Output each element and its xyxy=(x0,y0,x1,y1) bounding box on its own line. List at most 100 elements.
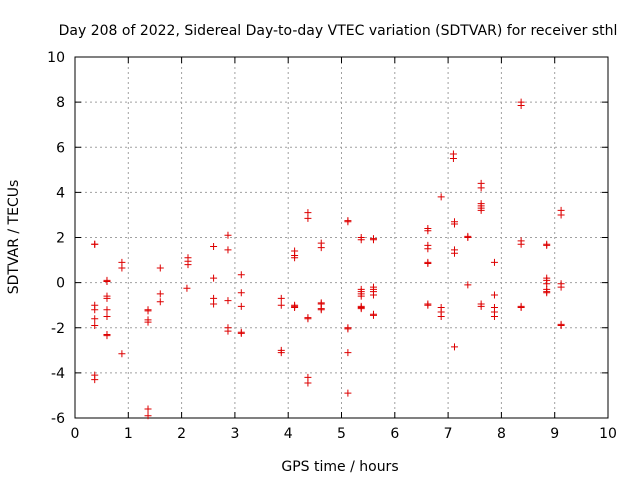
data-point-marker xyxy=(449,155,457,163)
data-point-marker xyxy=(291,254,299,262)
y-tick-label: 8 xyxy=(56,95,65,111)
x-tick-label: 0 xyxy=(71,426,80,442)
x-tick-label: 10 xyxy=(599,426,617,442)
data-point-marker xyxy=(357,292,365,300)
data-point-marker xyxy=(144,318,152,326)
data-point-marker xyxy=(237,271,245,279)
data-point-marker xyxy=(477,184,485,192)
data-point-marker xyxy=(183,284,191,292)
data-point-marker xyxy=(517,240,525,248)
y-tick-label: 2 xyxy=(56,231,65,247)
x-tick-label: 7 xyxy=(444,426,453,442)
data-point-marker xyxy=(543,241,551,249)
data-point-marker xyxy=(517,102,525,110)
data-point-marker xyxy=(557,283,565,291)
data-point-marker xyxy=(210,274,218,282)
y-axis-label: SDTVAR / TECUs xyxy=(6,180,22,295)
data-point-marker xyxy=(156,264,164,272)
x-tick-label: 8 xyxy=(497,426,506,442)
y-tick-label: -4 xyxy=(51,366,65,382)
data-point-marker xyxy=(118,350,126,358)
data-point-marker xyxy=(103,306,111,314)
data-point-marker xyxy=(369,311,377,319)
chart-title: Day 208 of 2022, Sidereal Day-to-day VTE… xyxy=(59,23,618,39)
data-point-marker xyxy=(103,332,111,340)
data-point-marker xyxy=(237,289,245,297)
data-point-marker xyxy=(557,321,565,329)
data-point-marker xyxy=(424,259,432,267)
y-tick-label: 6 xyxy=(56,140,65,156)
data-point-marker xyxy=(224,327,232,335)
data-point-marker xyxy=(118,264,126,272)
data-point-marker xyxy=(437,193,445,201)
data-points xyxy=(91,98,565,420)
data-point-marker xyxy=(184,254,192,262)
data-point-marker xyxy=(369,291,377,299)
y-tick-label: -6 xyxy=(51,411,65,427)
data-point-marker xyxy=(144,405,152,413)
data-point-marker xyxy=(464,281,472,289)
data-point-marker xyxy=(450,249,458,257)
data-point-marker xyxy=(317,244,325,252)
data-point-marker xyxy=(304,379,312,387)
data-point-marker xyxy=(369,236,377,244)
data-point-marker xyxy=(277,294,285,302)
data-point-marker xyxy=(557,211,565,219)
x-tick-label: 4 xyxy=(284,426,293,442)
x-tick-label: 2 xyxy=(177,426,186,442)
data-point-marker xyxy=(144,412,152,420)
data-point-marker xyxy=(464,232,472,240)
data-point-marker xyxy=(91,315,99,323)
data-point-marker xyxy=(543,289,551,297)
data-point-marker xyxy=(344,349,352,357)
data-point-marker xyxy=(517,303,525,311)
y-tick-label: 0 xyxy=(56,276,65,292)
data-point-marker xyxy=(424,245,432,253)
y-tick-label: 4 xyxy=(56,185,65,201)
data-point-marker xyxy=(304,214,312,222)
data-point-marker xyxy=(317,306,325,314)
data-point-marker xyxy=(91,240,99,248)
data-point-marker xyxy=(103,277,111,285)
grid xyxy=(75,57,608,418)
data-point-marker xyxy=(91,321,99,329)
data-point-marker xyxy=(224,297,232,305)
data-point-marker xyxy=(144,307,152,315)
data-point-marker xyxy=(490,258,498,266)
x-tick-label: 3 xyxy=(230,426,239,442)
data-point-marker xyxy=(103,294,111,302)
data-point-marker xyxy=(424,227,432,235)
data-point-marker xyxy=(156,298,164,306)
data-point-marker xyxy=(237,302,245,310)
data-point-marker xyxy=(450,343,458,351)
axes: 0 1 2 3 4 5 6 7 8 9 10 -6 -4 -2 0 2 4 6 8 10 xyxy=(47,50,617,442)
data-point-marker xyxy=(490,291,498,299)
data-point-marker xyxy=(103,312,111,320)
data-point-marker xyxy=(357,305,365,313)
data-point-marker xyxy=(224,246,232,254)
x-tick-label: 6 xyxy=(390,426,399,442)
data-point-marker xyxy=(424,301,432,309)
data-point-marker xyxy=(344,218,352,226)
x-tick-label: 1 xyxy=(124,426,133,442)
data-point-marker xyxy=(210,300,218,308)
data-point-marker xyxy=(277,301,285,309)
data-point-marker xyxy=(91,306,99,314)
data-point-marker xyxy=(437,312,445,320)
data-point-marker xyxy=(344,389,352,397)
data-point-marker xyxy=(237,328,245,336)
data-point-marker xyxy=(477,302,485,310)
data-point-marker xyxy=(156,290,164,298)
x-axis-label: GPS time / hours xyxy=(281,459,398,475)
data-point-marker xyxy=(477,206,485,214)
data-point-marker xyxy=(224,231,232,239)
data-point-marker xyxy=(304,315,312,323)
data-point-marker xyxy=(91,376,99,384)
data-point-marker xyxy=(277,349,285,357)
data-point-marker xyxy=(210,243,218,251)
y-tick-label: -2 xyxy=(51,321,65,337)
y-tick-label: 10 xyxy=(47,50,65,66)
data-point-marker xyxy=(490,312,498,320)
